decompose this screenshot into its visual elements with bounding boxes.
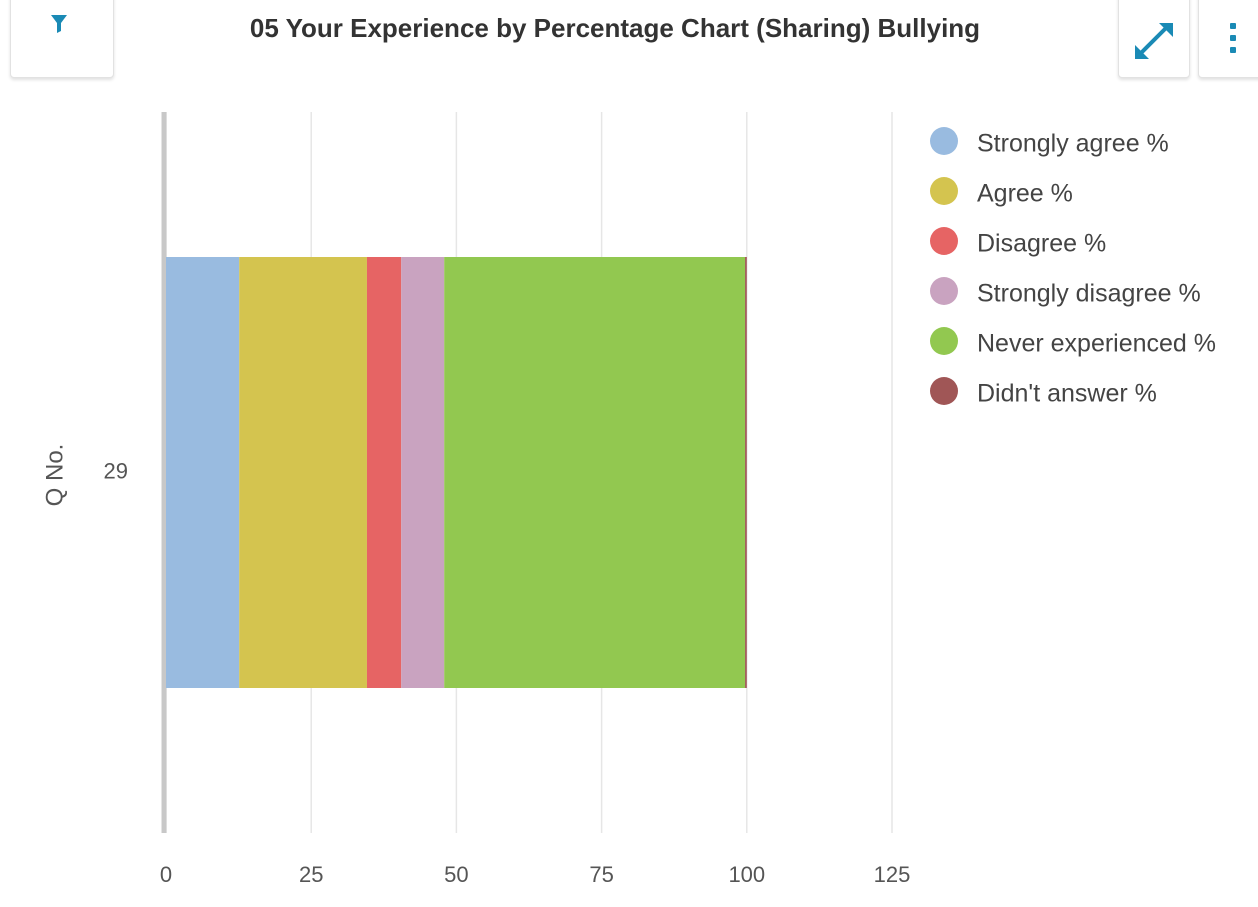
expand-button[interactable] — [1118, 0, 1190, 78]
legend-label: Strongly disagree % — [977, 280, 1201, 308]
bar-segment — [745, 257, 747, 688]
legend-swatch — [930, 177, 958, 205]
menu-button[interactable] — [1198, 0, 1258, 78]
x-tick-label: 0 — [160, 862, 172, 887]
legend-label: Strongly agree % — [977, 130, 1169, 158]
x-tick-label: 125 — [874, 862, 911, 887]
bar-segment — [366, 257, 402, 688]
y-axis-label: Q No. — [41, 444, 68, 507]
legend-label: Agree % — [977, 180, 1073, 208]
y-tick-label: 29 — [104, 458, 128, 483]
bar-segment — [444, 257, 746, 688]
menu-icon — [1230, 23, 1236, 53]
legend-swatch — [930, 127, 958, 155]
legend-swatch — [930, 377, 958, 405]
bar-segment — [239, 257, 367, 688]
filter-icon — [51, 15, 67, 33]
legend-label: Never experienced % — [977, 330, 1216, 358]
bar-segment — [166, 257, 240, 688]
legend-swatch — [930, 327, 958, 355]
x-tick-label: 25 — [299, 862, 323, 887]
legend-label: Disagree % — [977, 230, 1106, 258]
legend-label: Didn't answer % — [977, 380, 1157, 408]
x-tick-label: 100 — [728, 862, 765, 887]
expand-icon — [1135, 23, 1173, 59]
filter-button[interactable] — [10, 0, 114, 78]
chart-title: 05 Your Experience by Percentage Chart (… — [250, 13, 980, 43]
legend-swatch — [930, 227, 958, 255]
legend-swatch — [930, 277, 958, 305]
x-tick-label: 75 — [589, 862, 613, 887]
x-tick-label: 50 — [444, 862, 468, 887]
bar-segment — [401, 257, 445, 688]
